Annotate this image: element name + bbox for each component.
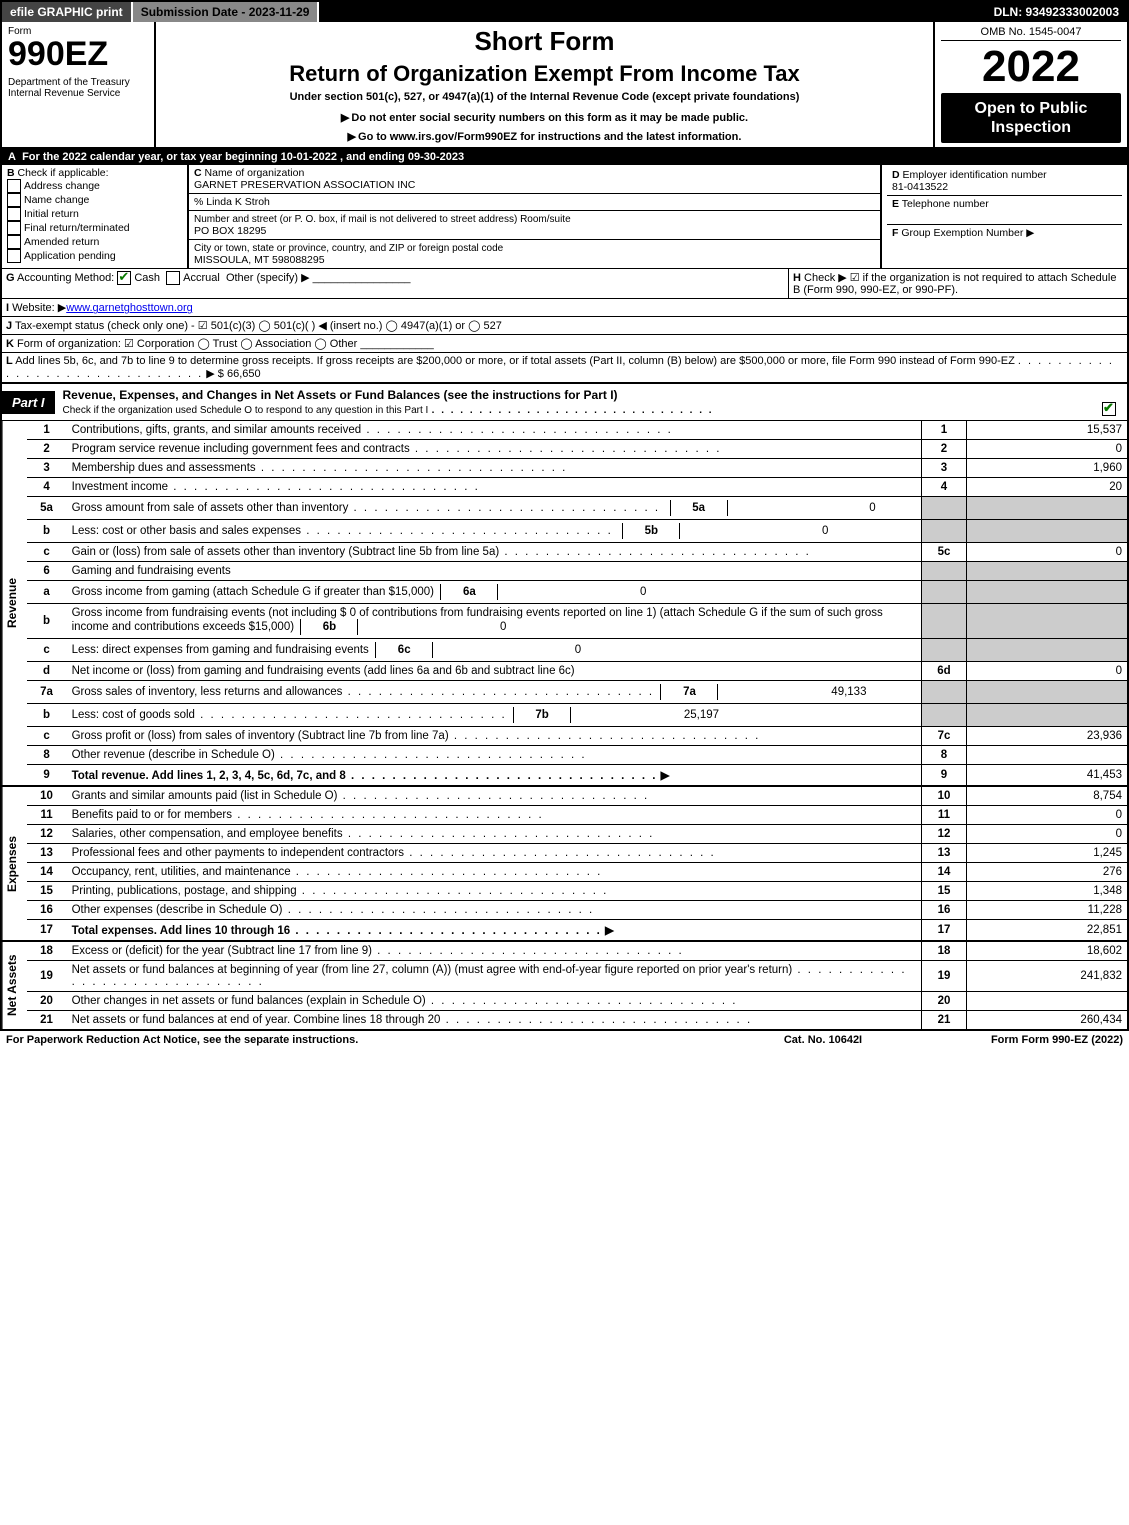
line-6d-value: 0 — [967, 662, 1128, 681]
section-d-e-f: D Employer identification number81-04135… — [880, 165, 1127, 268]
form-container: efile GRAPHIC print Submission Date - 20… — [0, 0, 1129, 1031]
revenue-vlabel: Revenue — [2, 421, 27, 785]
line-5b-value: 0 — [679, 523, 836, 539]
line-16-value: 11,228 — [967, 901, 1128, 920]
part-1-badge: Part I — [2, 391, 55, 414]
ein: 81-0413522 — [892, 181, 948, 193]
chk-address-change[interactable]: Address change — [24, 180, 100, 192]
line-8-value — [967, 746, 1128, 765]
net-assets-vlabel: Net Assets — [2, 942, 27, 1029]
line-20-value — [967, 992, 1128, 1011]
city-state-zip: MISSOULA, MT 598088295 — [194, 254, 325, 266]
return-title: Return of Organization Exempt From Incom… — [162, 61, 927, 87]
top-bar: efile GRAPHIC print Submission Date - 20… — [2, 2, 1127, 22]
line-17-value: 22,851 — [967, 920, 1128, 941]
line-6c-value: 0 — [432, 642, 589, 658]
expenses-section: Expenses 10Grants and similar amounts pa… — [2, 785, 1127, 940]
line-7b-value: 25,197 — [570, 707, 727, 723]
part-1-header: Part I Revenue, Expenses, and Changes in… — [2, 383, 1127, 421]
dln: DLN: 93492333002003 — [986, 2, 1127, 22]
part-1-title: Revenue, Expenses, and Changes in Net As… — [55, 384, 1127, 420]
net-assets-table: 18Excess or (deficit) for the year (Subt… — [27, 942, 1127, 1029]
line-7a-value: 49,133 — [717, 684, 874, 700]
revenue-section: Revenue 1Contributions, gifts, grants, a… — [2, 421, 1127, 785]
goto-link[interactable]: Go to www.irs.gov/Form990EZ for instruct… — [162, 130, 927, 143]
section-g-h: G Accounting Method: Cash Accrual Other … — [2, 269, 1127, 299]
street: PO BOX 18295 — [194, 225, 266, 237]
website-link[interactable]: www.garnetghosttown.org — [66, 302, 193, 314]
line-6a-value: 0 — [497, 584, 654, 600]
footer-right: Form Form 990-EZ (2022) — [923, 1034, 1123, 1046]
section-l: L Add lines 5b, 6c, and 7b to line 9 to … — [2, 353, 1127, 383]
line-21-value: 260,434 — [967, 1011, 1128, 1030]
section-k: K Form of organization: ☑ Corporation ◯ … — [2, 335, 1127, 353]
line-15-value: 1,348 — [967, 882, 1128, 901]
expenses-vlabel: Expenses — [2, 787, 27, 940]
care-of: % Linda K Stroh — [189, 194, 880, 211]
chk-amended[interactable]: Amended return — [24, 236, 99, 248]
submission-date: Submission Date - 2023-11-29 — [133, 2, 320, 22]
line-19-value: 241,832 — [967, 961, 1128, 992]
chk-cash[interactable] — [117, 271, 131, 285]
section-a: A For the 2022 calendar year, or tax yea… — [2, 149, 1127, 165]
footer-cat: Cat. No. 10642I — [723, 1034, 923, 1046]
page-footer: For Paperwork Reduction Act Notice, see … — [0, 1031, 1129, 1049]
chk-final-return[interactable]: Final return/terminated — [24, 222, 130, 234]
open-inspection: Open to Public Inspection — [941, 93, 1121, 143]
line-13-value: 1,245 — [967, 844, 1128, 863]
header-right: OMB No. 1545-0047 2022 Open to Public In… — [933, 22, 1127, 147]
form-header: Form 990EZ Department of the Treasury In… — [2, 22, 1127, 149]
line-10-value: 8,754 — [967, 787, 1128, 806]
net-assets-section: Net Assets 18Excess or (deficit) for the… — [2, 940, 1127, 1029]
tax-year: 2022 — [941, 45, 1121, 89]
org-name: GARNET PRESERVATION ASSOCIATION INC — [194, 179, 415, 191]
ssn-warning: Do not enter social security numbers on … — [162, 111, 927, 124]
line-3-value: 1,960 — [967, 459, 1128, 478]
section-j: J Tax-exempt status (check only one) - ☑… — [2, 317, 1127, 335]
chk-schedule-o[interactable] — [1102, 402, 1116, 416]
line-12-value: 0 — [967, 825, 1128, 844]
section-c: C Name of organizationGARNET PRESERVATIO… — [189, 165, 880, 268]
footer-left: For Paperwork Reduction Act Notice, see … — [6, 1034, 723, 1046]
line-11-value: 0 — [967, 806, 1128, 825]
line-18-value: 18,602 — [967, 942, 1128, 961]
revenue-table: 1Contributions, gifts, grants, and simil… — [27, 421, 1127, 785]
section-b-to-f: B Check if applicable: Address change Na… — [2, 165, 1127, 269]
efile-print[interactable]: efile GRAPHIC print — [2, 2, 133, 22]
chk-app-pending[interactable]: Application pending — [24, 250, 116, 262]
line-6b-value: 0 — [357, 619, 514, 635]
chk-accrual[interactable] — [166, 271, 180, 285]
line-9-value: 41,453 — [967, 765, 1128, 786]
section-i: I Website: ▶www.garnetghosttown.org — [2, 299, 1127, 317]
dept-label: Department of the Treasury Internal Reve… — [8, 77, 148, 99]
chk-name-change[interactable]: Name change — [24, 194, 89, 206]
omb-number: OMB No. 1545-0047 — [941, 26, 1121, 41]
header-left: Form 990EZ Department of the Treasury In… — [2, 22, 156, 147]
chk-initial-return[interactable]: Initial return — [24, 208, 79, 220]
under-section: Under section 501(c), 527, or 4947(a)(1)… — [162, 91, 927, 103]
line-4-value: 20 — [967, 478, 1128, 497]
section-h: H Check ▶ ☑ if the organization is not r… — [789, 269, 1127, 298]
form-number: 990EZ — [8, 37, 148, 71]
section-b: B Check if applicable: Address change Na… — [2, 165, 189, 268]
line-1-value: 15,537 — [967, 421, 1128, 440]
header-center: Short Form Return of Organization Exempt… — [156, 22, 933, 147]
line-7c-value: 23,936 — [967, 727, 1128, 746]
gross-receipts: $ 66,650 — [218, 368, 261, 380]
line-5c-value: 0 — [967, 543, 1128, 562]
expenses-table: 10Grants and similar amounts paid (list … — [27, 787, 1127, 940]
line-2-value: 0 — [967, 440, 1128, 459]
line-5a-value: 0 — [727, 500, 884, 516]
short-form-title: Short Form — [162, 26, 927, 57]
line-14-value: 276 — [967, 863, 1128, 882]
